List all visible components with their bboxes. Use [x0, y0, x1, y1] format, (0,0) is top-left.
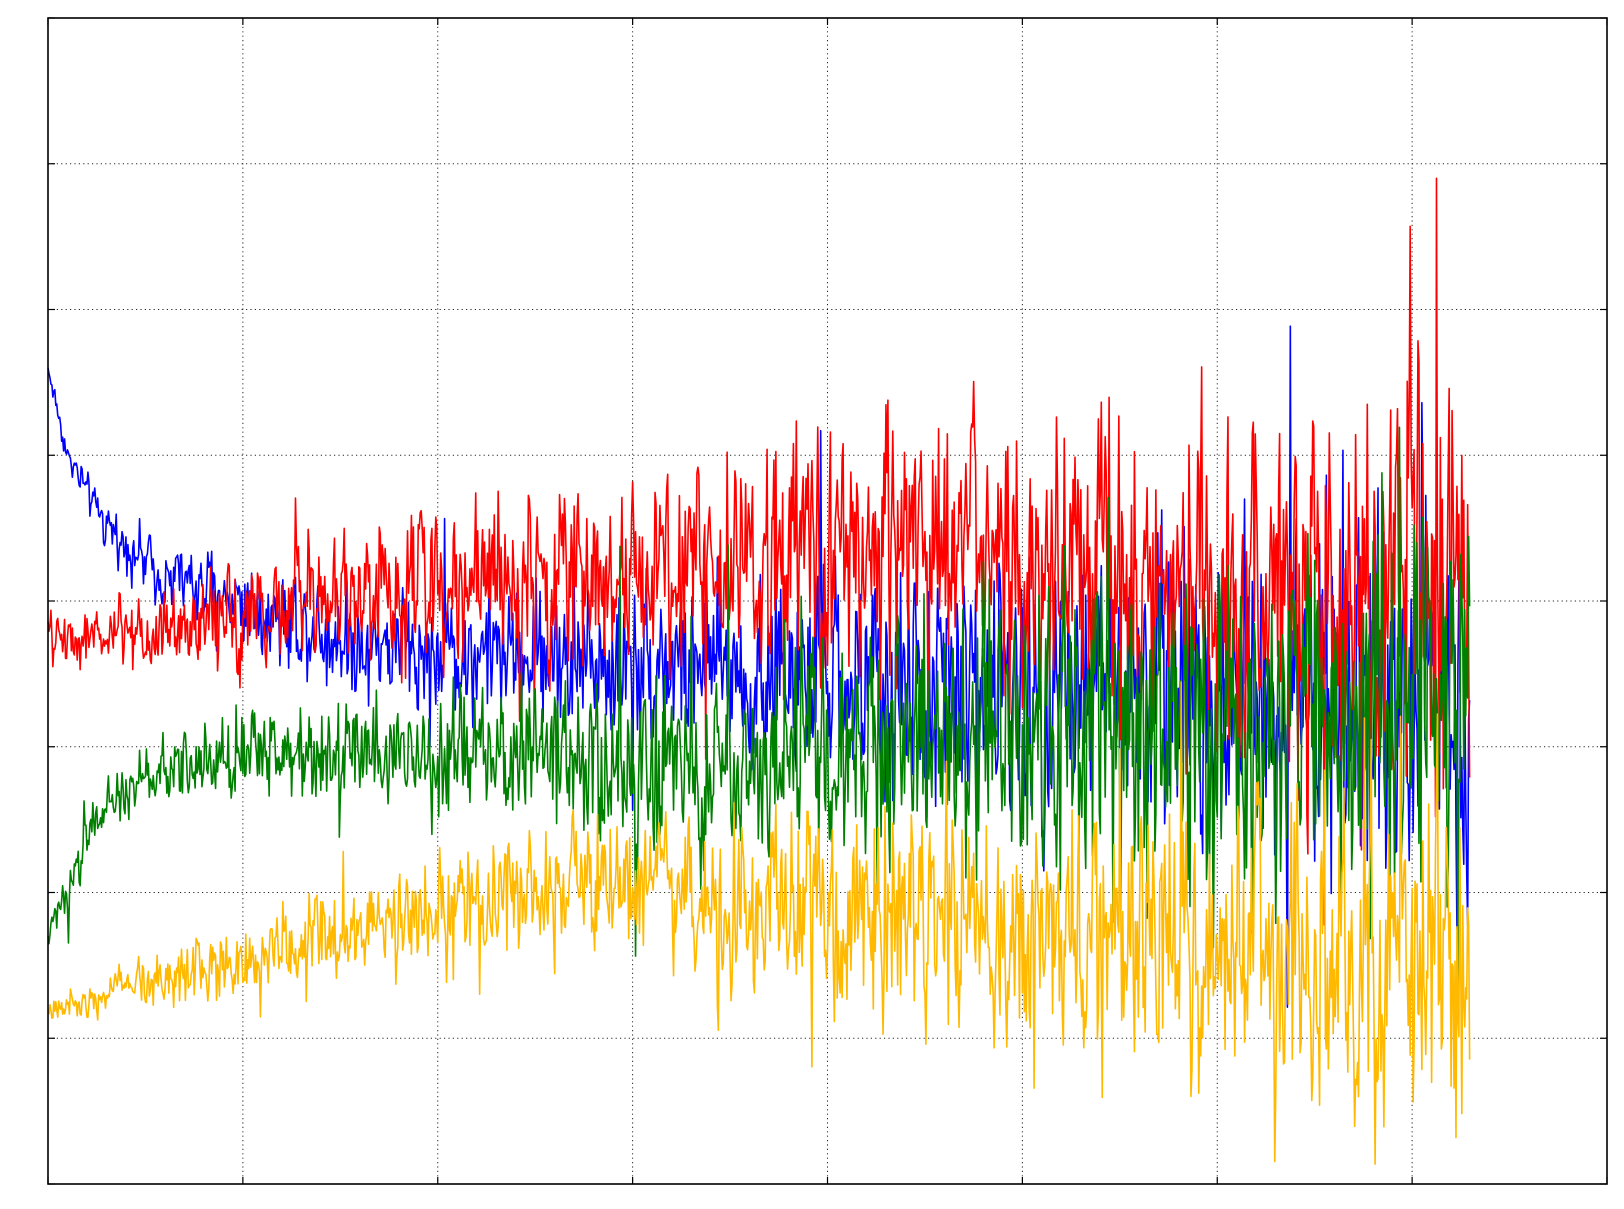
series-line-3 — [47, 426, 1471, 1006]
series-line-2 — [47, 177, 1471, 926]
plot-area-frame — [47, 17, 1608, 1185]
series-layer — [47, 177, 1471, 1165]
series-line-4 — [47, 681, 1471, 1165]
